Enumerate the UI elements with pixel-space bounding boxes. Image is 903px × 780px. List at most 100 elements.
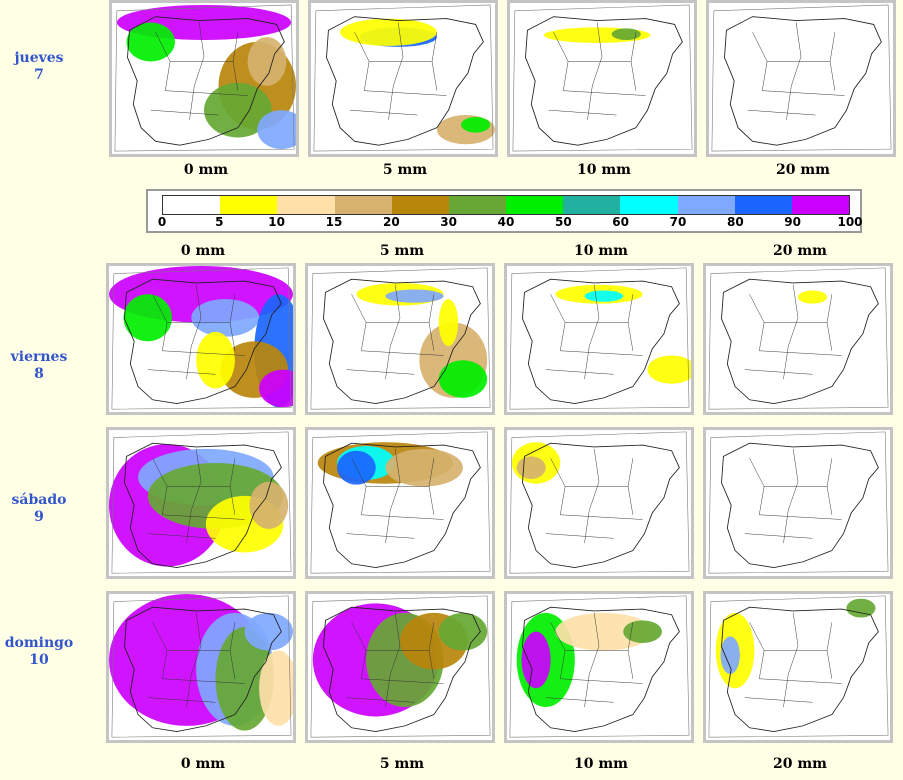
probability-area: [385, 289, 444, 303]
legend-swatch: [506, 196, 564, 214]
projection-frame: [111, 431, 292, 574]
threshold-label: 5 mm: [379, 756, 425, 772]
legend-tick-label: 40: [497, 215, 515, 229]
day-number: 10: [29, 652, 49, 668]
probability-area: [257, 110, 296, 150]
legend-tick-label: 30: [440, 215, 458, 229]
peninsula-outline: [323, 606, 481, 732]
projection-frame: [310, 431, 491, 574]
probability-area: [521, 631, 551, 689]
probability-area: [555, 612, 653, 651]
province-borders: [150, 22, 248, 120]
legend-swatch: [734, 196, 792, 214]
peninsula-outline: [525, 16, 683, 146]
province-borders: [548, 22, 646, 120]
threshold-label: 10 mm: [577, 162, 631, 178]
map-image: [109, 266, 293, 410]
day-label-jueves: jueves 7: [0, 50, 78, 84]
map-panel: [706, 0, 896, 157]
province-borders: [545, 284, 643, 380]
day-name: jueves: [14, 50, 64, 66]
province-borders: [349, 22, 447, 120]
peninsula-outline: [724, 16, 882, 146]
probability-area: [623, 620, 662, 643]
day-number: 8: [34, 366, 44, 382]
map-image: [708, 595, 889, 738]
map-panel: [305, 427, 495, 579]
peninsula-outline: [127, 16, 285, 146]
legend-swatch: [563, 196, 621, 214]
map-panel: [305, 263, 495, 415]
day-name: domingo: [4, 635, 74, 651]
legend-swatch: [334, 196, 392, 214]
threshold-label: 10 mm: [574, 243, 628, 259]
province-borders: [747, 22, 845, 120]
peninsula-outline: [124, 606, 282, 732]
threshold-label: 20 mm: [773, 756, 827, 772]
map-image: [711, 4, 892, 152]
day-label-sabado: sábado 9: [0, 492, 78, 526]
legend-color-bar: [162, 195, 850, 215]
projection-frame: [310, 595, 491, 738]
peninsula-outline: [721, 606, 879, 732]
probability-area: [584, 290, 624, 302]
projection-frame: [313, 4, 494, 152]
peninsula-outline: [721, 442, 879, 568]
probability-area: [438, 612, 488, 651]
map-image: [509, 267, 691, 410]
province-borders: [545, 448, 643, 544]
peninsula-outline: [522, 606, 680, 732]
peninsula-outline: [326, 16, 484, 146]
legend-tick-label: 15: [325, 215, 343, 229]
threshold-label: 0 mm: [183, 162, 229, 178]
peninsula-outline: [124, 442, 282, 568]
legend-swatch: [620, 196, 678, 214]
projection-frame: [509, 431, 690, 574]
legend-tick-label: 80: [726, 215, 744, 229]
probability-area: [215, 626, 274, 731]
province-borders: [545, 612, 643, 708]
projection-frame: [114, 4, 295, 152]
probability-area: [191, 298, 260, 337]
province-borders: [346, 284, 444, 380]
day-label-domingo: domingo 10: [0, 635, 78, 669]
map-image: [313, 4, 495, 152]
probability-area: [647, 355, 691, 384]
probability-area: [259, 369, 293, 408]
legend-tick-label: 70: [669, 215, 687, 229]
projection-frame: [708, 595, 889, 738]
legend-tick-label: 5: [215, 215, 224, 229]
map-panel: [504, 427, 694, 579]
probability-area: [385, 448, 463, 487]
peninsula-outline: [323, 442, 481, 568]
peninsula-outline: [522, 278, 680, 404]
legend-swatch: [277, 196, 335, 214]
projection-frame: [509, 595, 690, 738]
day-name: viernes: [10, 349, 68, 365]
probability-area: [611, 28, 641, 41]
peninsula-outline: [124, 278, 282, 404]
probability-area: [123, 294, 172, 342]
day-number: 9: [34, 509, 44, 525]
map-image: [310, 595, 491, 738]
threshold-label: 20 mm: [773, 243, 827, 259]
map-panel: [308, 0, 498, 157]
peninsula-outline: [721, 278, 879, 404]
legend-tick-label: 60: [612, 215, 630, 229]
legend-swatch: [677, 196, 735, 214]
probability-area: [126, 22, 175, 62]
legend-tick-label: 10: [268, 215, 286, 229]
projection-frame: [509, 267, 690, 410]
province-borders: [346, 612, 444, 708]
projection-frame: [711, 4, 892, 152]
legend-tick-label: 100: [837, 215, 863, 229]
province-borders: [346, 448, 444, 544]
map-panel: [507, 0, 697, 157]
map-image: [509, 595, 690, 738]
probability-area: [461, 116, 491, 133]
projection-frame: [111, 595, 292, 738]
map-panel: [109, 0, 299, 157]
probability-area: [798, 290, 828, 304]
map-panel: [703, 591, 893, 743]
legend-swatch: [163, 196, 221, 214]
